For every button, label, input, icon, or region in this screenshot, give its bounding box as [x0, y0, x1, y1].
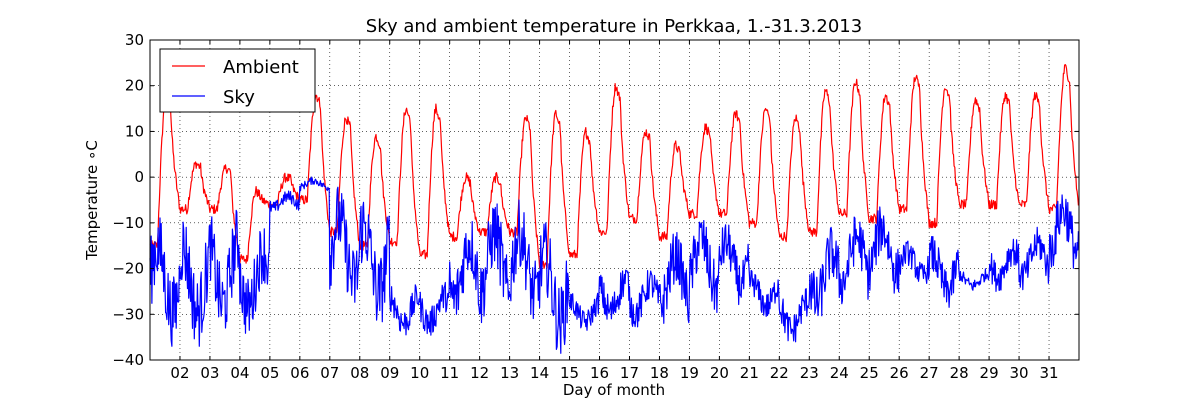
x-tick-label: 04 — [230, 364, 249, 382]
x-tick-label: 29 — [980, 364, 999, 382]
x-tick-label: 26 — [890, 364, 909, 382]
x-tick-label: 18 — [650, 364, 669, 382]
x-tick-label: 19 — [680, 364, 699, 382]
x-tick-label: 30 — [1010, 364, 1029, 382]
legend-ambient-label: Ambient — [223, 57, 299, 78]
chart-title: Sky and ambient temperature in Perkkaa, … — [366, 16, 862, 37]
y-axis-label: Temperature ∘C — [83, 140, 101, 261]
y-tick-label: −40 — [112, 351, 144, 369]
x-tick-label: 12 — [470, 364, 489, 382]
series-layer — [149, 63, 1079, 354]
y-tick-label: −10 — [112, 214, 144, 232]
series-line-ambient — [149, 63, 1079, 269]
y-tick-label: 0 — [134, 168, 144, 186]
tick-layer: 02 03 04 05 06 07 08 09 10 11 12 13 14 15 16 17 18 19 20 21… — [112, 31, 1079, 382]
x-tick-label: 20 — [710, 364, 729, 382]
x-tick-label: 10 — [410, 364, 429, 382]
x-tick-label: 24 — [830, 364, 849, 382]
x-tick-label: 03 — [200, 364, 219, 382]
y-tick-label: 30 — [125, 31, 144, 49]
legend-box — [159, 48, 316, 113]
x-tick-label: 25 — [860, 364, 879, 382]
x-tick-label: 14 — [530, 364, 549, 382]
x-tick-label: 11 — [440, 364, 459, 382]
x-tick-label: 08 — [350, 364, 369, 382]
x-tick-label: 09 — [380, 364, 399, 382]
series-line-sky — [149, 176, 1079, 354]
x-tick-label: 27 — [920, 364, 939, 382]
x-tick-label: 31 — [1039, 364, 1058, 382]
x-tick-label: 17 — [620, 364, 639, 382]
x-tick-label: 22 — [770, 364, 789, 382]
y-tick-label: 10 — [125, 122, 144, 140]
x-tick-label: 28 — [950, 364, 969, 382]
y-tick-label: −30 — [112, 305, 144, 323]
x-tick-label: 15 — [560, 364, 579, 382]
plot-frame — [149, 39, 1080, 361]
x-tick-label: 06 — [290, 364, 309, 382]
x-axis-label: Day of month — [563, 381, 665, 399]
legend-sky-label: Sky — [223, 87, 255, 108]
y-tick-label: −20 — [112, 260, 144, 278]
x-tick-label: 13 — [500, 364, 519, 382]
x-tick-label: 05 — [260, 364, 279, 382]
x-tick-label: 07 — [320, 364, 339, 382]
x-tick-label: 16 — [590, 364, 609, 382]
x-tick-label: 21 — [740, 364, 759, 382]
x-tick-label: 23 — [800, 364, 819, 382]
y-tick-label: 20 — [125, 77, 144, 95]
x-tick-label: 02 — [170, 364, 189, 382]
legend: Ambient Sky — [159, 48, 316, 113]
